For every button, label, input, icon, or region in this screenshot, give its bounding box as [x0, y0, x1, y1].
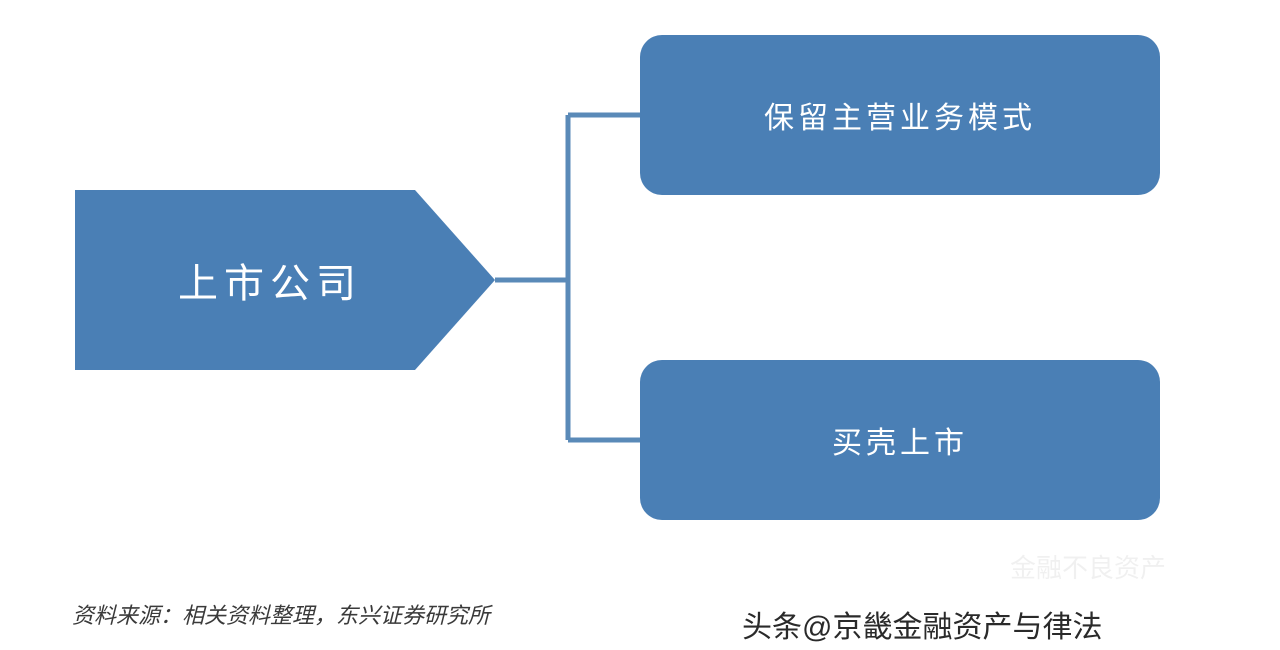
watermark-text: 金融不良资产	[1010, 548, 1166, 585]
target-node-bottom: 买壳上市	[640, 360, 1160, 520]
source-label: 上市公司	[178, 251, 392, 309]
attribution-prefix: 头条	[742, 611, 802, 644]
attribution-text: 头条@京畿金融资产与律法	[742, 602, 1102, 646]
source-node: 上市公司	[75, 190, 495, 370]
flowchart-diagram: 上市公司 保留主营业务模式 买壳上市 资料来源：相关资料整理，东兴证券研究所 金…	[0, 0, 1280, 650]
target-label: 买壳上市	[832, 418, 968, 462]
attribution-handle: @京畿金融资产与律法	[802, 611, 1102, 644]
citation-text: 资料来源：相关资料整理，东兴证券研究所	[72, 598, 490, 630]
target-label: 保留主营业务模式	[764, 93, 1036, 137]
target-node-top: 保留主营业务模式	[640, 35, 1160, 195]
